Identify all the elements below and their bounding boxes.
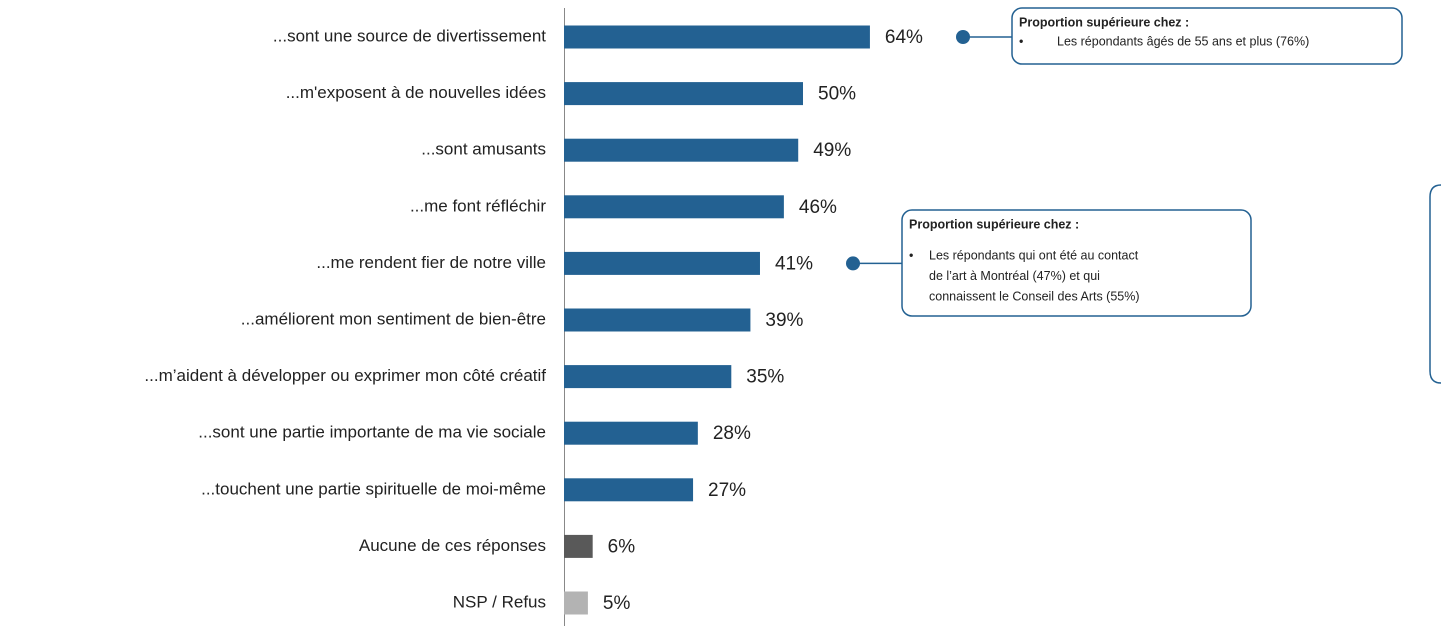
category-label: Aucune de ces réponses — [359, 536, 546, 555]
value-label: 6% — [608, 536, 636, 557]
category-label: ...sont amusants — [421, 140, 546, 159]
bar — [564, 478, 694, 502]
callout-box — [1011, 7, 1403, 65]
bar — [564, 25, 870, 49]
bar — [564, 365, 732, 389]
category-label: ...m’aident à développer ou exprimer mon… — [144, 366, 546, 385]
bullet: • — [1019, 34, 1023, 48]
callout-line: Les répondants qui ont été au contact — [929, 248, 1139, 262]
value-label: 46% — [799, 197, 837, 218]
callout-line: connaissent le Conseil des Arts (55%) — [929, 289, 1140, 303]
value-label: 28% — [713, 423, 751, 444]
bar — [564, 138, 799, 162]
category-label: NSP / Refus — [453, 592, 546, 611]
category-label: ...sont une source de divertissement — [273, 26, 546, 45]
callout-line: Les répondants âgés de 55 ans et plus (7… — [1057, 34, 1309, 48]
callout-title: Proportion supérieure chez : — [1019, 15, 1189, 29]
value-label: 49% — [813, 140, 851, 161]
value-label: 50% — [818, 84, 856, 105]
callout-title: Proportion supérieure chez : — [909, 217, 1079, 231]
value-label: 27% — [708, 480, 746, 501]
category-label: ...touchent une partie spirituelle de mo… — [201, 479, 546, 498]
callout-dot — [846, 256, 860, 271]
category-label: ...améliorent mon sentiment de bien-être — [241, 309, 546, 328]
clipped-callout — [1429, 184, 1441, 384]
value-label: 39% — [765, 310, 803, 331]
category-label: ...sont une partie importante de ma vie … — [198, 423, 546, 442]
bar — [564, 591, 588, 615]
callout-box — [901, 209, 1252, 317]
bar — [564, 251, 760, 275]
bar — [564, 82, 803, 106]
category-label: ...m'exposent à de nouvelles idées — [286, 83, 546, 102]
category-label: ...me rendent fier de notre ville — [316, 253, 546, 272]
bar — [564, 534, 593, 558]
category-label: ...me font réfléchir — [410, 196, 546, 215]
value-label: 5% — [603, 593, 631, 614]
callout-dot — [956, 30, 970, 44]
value-label: 41% — [775, 253, 813, 274]
bullet: • — [909, 248, 913, 262]
bar — [564, 308, 751, 332]
bar — [564, 195, 784, 219]
bar — [564, 421, 698, 445]
value-label: 35% — [746, 367, 784, 388]
callout-line: de l’art à Montréal (47%) et qui — [929, 269, 1100, 283]
value-label: 64% — [885, 27, 923, 48]
